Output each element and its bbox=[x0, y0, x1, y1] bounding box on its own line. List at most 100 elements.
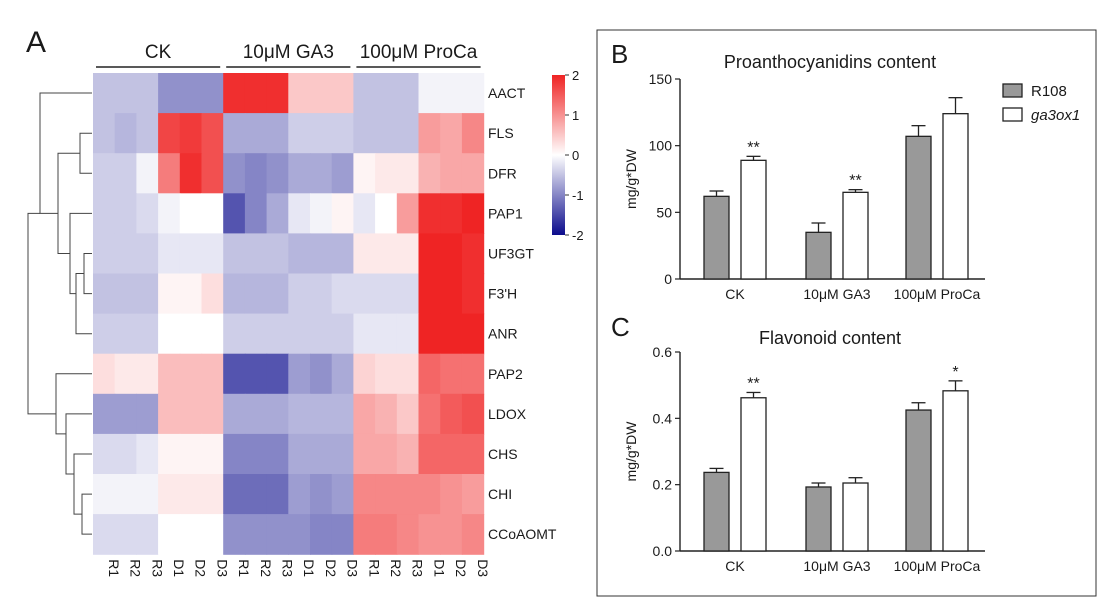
heatmap-cell bbox=[93, 313, 116, 355]
bar bbox=[805, 486, 832, 552]
y-tick-label: 0.6 bbox=[653, 344, 673, 360]
heatmap-cell bbox=[288, 153, 311, 194]
heatmap-cell bbox=[375, 393, 398, 435]
heatmap-cell bbox=[461, 73, 485, 114]
heatmap-cell bbox=[418, 313, 441, 355]
heatmap-cell bbox=[114, 474, 137, 515]
heatmap-cell bbox=[375, 514, 398, 555]
dendrogram-branch bbox=[83, 253, 92, 295]
heatmap-cell bbox=[244, 73, 268, 114]
heatmap-cell bbox=[396, 353, 420, 395]
significance-marker: * bbox=[952, 364, 958, 381]
heatmap-cell bbox=[288, 113, 311, 154]
heatmap-cell bbox=[310, 353, 333, 395]
heatmap-cell bbox=[288, 474, 311, 515]
heatmap-cell bbox=[353, 353, 376, 395]
heatmap-cell bbox=[440, 273, 463, 315]
heatmap-cell bbox=[158, 353, 181, 395]
heatmap-cell bbox=[201, 433, 224, 475]
heatmap-cell bbox=[288, 73, 311, 114]
heatmap-cell bbox=[244, 393, 268, 435]
heatmap-cell bbox=[223, 233, 246, 275]
panel-label-a: A bbox=[26, 26, 46, 59]
heatmap-cell bbox=[396, 514, 420, 555]
heatmap-cell bbox=[375, 474, 398, 515]
bar bbox=[905, 135, 932, 280]
heatmap-cell bbox=[353, 73, 376, 114]
heatmap-cell bbox=[114, 73, 137, 114]
color-scale-tick-label: 0 bbox=[572, 148, 579, 163]
heatmap-cell bbox=[418, 353, 441, 395]
x-tick-label: 100μM ProCa bbox=[894, 286, 981, 302]
heatmap-cell bbox=[93, 353, 116, 395]
dendrogram-branch bbox=[57, 152, 80, 254]
heatmap-cell bbox=[461, 153, 485, 194]
row-dendrogram bbox=[27, 92, 92, 535]
heatmap-cell bbox=[461, 193, 485, 234]
heatmap-cell bbox=[288, 273, 311, 315]
chart-title: Proanthocyanidins content bbox=[724, 52, 936, 72]
heatmap-cell bbox=[201, 273, 224, 315]
legend-swatch bbox=[1002, 83, 1023, 98]
heatmap-cell bbox=[440, 514, 463, 555]
heatmap-panel: A CK 10μM GA3 100μM ProCa AACT FLS DFR PAP1 UF… bbox=[26, 26, 584, 577]
heatmap-cell bbox=[310, 153, 333, 194]
heatmap-column-label: D1 bbox=[301, 559, 317, 577]
heatmap-cell bbox=[288, 193, 311, 234]
heatmap-cell bbox=[266, 313, 289, 355]
heatmap-cell bbox=[418, 393, 441, 435]
heatmap-cell bbox=[310, 193, 333, 234]
heatmap-cell bbox=[353, 193, 376, 234]
significance-marker: ** bbox=[747, 139, 759, 156]
heatmap-cell bbox=[331, 273, 354, 315]
bar bbox=[842, 191, 869, 280]
heatmap-cell bbox=[310, 474, 333, 515]
heatmap-cell bbox=[179, 73, 203, 114]
heatmap-cell bbox=[461, 113, 485, 154]
heatmap-cell bbox=[331, 153, 354, 194]
heatmap-column-label: D2 bbox=[453, 559, 469, 577]
heatmap-cell bbox=[93, 514, 116, 555]
heatmap-cell bbox=[136, 233, 159, 275]
heatmap-cell bbox=[266, 73, 289, 114]
heatmap-cell bbox=[158, 474, 181, 515]
heatmap-cell bbox=[179, 433, 203, 475]
heatmap-cell bbox=[331, 393, 354, 435]
heatmap-column-label: R2 bbox=[128, 559, 144, 577]
heatmap-cell bbox=[223, 193, 246, 234]
heatmap-column-label: D2 bbox=[193, 559, 209, 577]
legend-swatch bbox=[1002, 107, 1023, 122]
heatmap-cell bbox=[353, 113, 376, 154]
heatmap-column-label: R3 bbox=[410, 559, 426, 577]
heatmap-cell bbox=[353, 393, 376, 435]
heatmap-cell bbox=[310, 393, 333, 435]
heatmap-cell bbox=[310, 273, 333, 315]
color-scale-tick-label: 2 bbox=[572, 68, 579, 83]
heatmap-cell bbox=[461, 313, 485, 355]
heatmap-cell bbox=[331, 233, 354, 275]
heatmap-cell bbox=[158, 514, 181, 555]
heatmap-cell bbox=[136, 433, 159, 475]
heatmap-column-label: R3 bbox=[149, 559, 165, 577]
heatmap-cell bbox=[223, 353, 246, 395]
y-tick-label: 0.2 bbox=[653, 477, 673, 493]
heatmap-column-labels: R1 R2 R3 D1 D2 D3 R1 R2 R3 D1 D2 D3 R1 R2 R3 D1 D2 D3 bbox=[106, 559, 491, 577]
heatmap-cell bbox=[396, 233, 420, 275]
heatmap-column-label: R2 bbox=[388, 559, 404, 577]
bar bbox=[842, 482, 869, 552]
heatmap-cell bbox=[440, 73, 463, 114]
heatmap-column-label: R2 bbox=[258, 559, 274, 577]
heatmap-row-labels: AACT FLS DFR PAP1 UF3GT F3'H ANR PAP2 LDOX CHS CHI… bbox=[488, 85, 557, 542]
heatmap-cell bbox=[244, 353, 268, 395]
color-scale-tick-label: -2 bbox=[572, 228, 584, 243]
dendrogram-branch bbox=[79, 132, 92, 174]
heatmap-cell bbox=[179, 353, 203, 395]
heatmap-cell bbox=[158, 233, 181, 275]
heatmap-cell bbox=[396, 313, 420, 355]
heatmap-cell bbox=[201, 73, 224, 114]
color-scale-tick-label: 1 bbox=[572, 108, 579, 123]
heatmap-row-label: LDOX bbox=[488, 406, 527, 422]
heatmap-cell bbox=[266, 153, 289, 194]
heatmap-cell bbox=[266, 514, 289, 555]
heatmap-cell bbox=[418, 273, 441, 315]
